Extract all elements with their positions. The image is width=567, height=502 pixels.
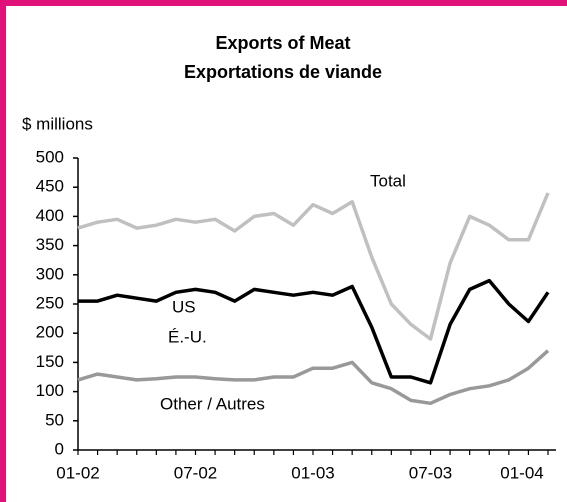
series-label: Other / Autres <box>160 394 265 413</box>
chart-subtitle: Exportations de viande <box>184 62 382 82</box>
y-tick-label: 100 <box>36 381 64 400</box>
y-axis-label: $ millions <box>22 114 93 133</box>
series-line <box>78 278 550 385</box>
series-line <box>77 192 550 341</box>
annotation: É.-U. <box>168 327 207 346</box>
series-label: US <box>172 297 196 316</box>
y-tick-label: 200 <box>36 323 64 342</box>
series-label: Total <box>370 171 406 190</box>
y-tick-label: 300 <box>36 264 64 283</box>
x-tick-label: 01-02 <box>56 463 99 482</box>
y-tick-label: 450 <box>36 177 64 196</box>
border-left <box>0 0 6 502</box>
y-tick-label: 500 <box>36 147 64 166</box>
x-tick-label: 01-03 <box>291 463 334 482</box>
x-tick-label: 07-02 <box>174 463 217 482</box>
chart-title: Exports of Meat <box>215 33 350 53</box>
y-tick-label: 350 <box>36 235 64 254</box>
series-line <box>77 349 550 406</box>
x-tick-label: 01-04 <box>500 463 543 482</box>
x-tick-label: 07-03 <box>409 463 452 482</box>
y-tick-label: 50 <box>45 410 64 429</box>
y-tick-label: 400 <box>36 206 64 225</box>
y-tick-label: 0 <box>55 439 64 458</box>
border-top <box>0 0 567 6</box>
y-tick-label: 250 <box>36 293 64 312</box>
y-tick-label: 150 <box>36 352 64 371</box>
